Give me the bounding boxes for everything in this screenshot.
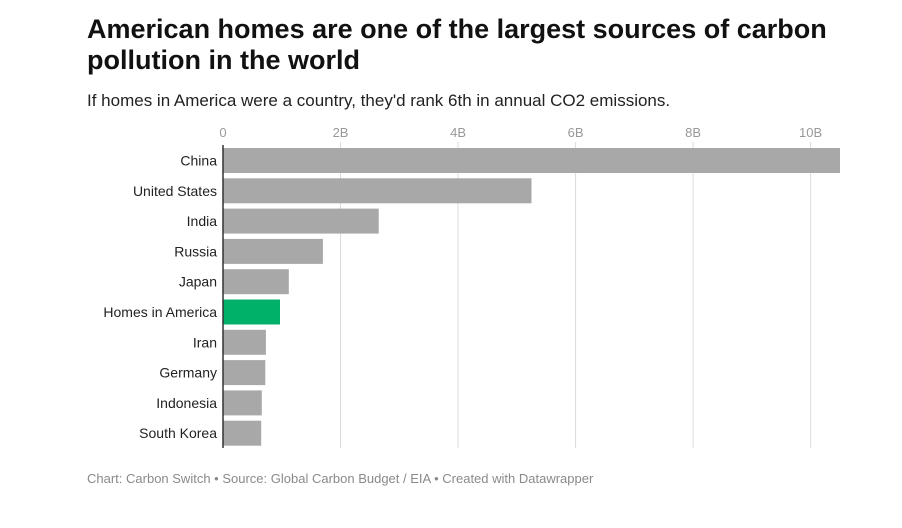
bar [223,360,266,386]
category-label: Japan [179,274,217,290]
footer-separator-2: • [430,471,443,486]
category-label: Homes in America [103,304,217,320]
bar [223,420,262,446]
bars [223,148,840,446]
x-tick-label: 8B [685,125,701,140]
category-label: Indonesia [156,395,217,411]
bar [223,329,266,355]
category-label: Russia [174,243,217,259]
chart-credit: Chart: Carbon Switch [87,471,211,486]
category-label: India [187,213,218,229]
x-tick-label: 6B [568,125,584,140]
chart-title: American homes are one of the largest so… [87,14,827,75]
category-labels: China United States India Russia Japan Homes … [103,153,217,442]
chart-footer: Chart: Carbon Switch • Source: Global Ca… [87,471,593,486]
category-label: United States [133,183,217,199]
x-tick-label: 2B [333,125,349,140]
category-label: South Korea [139,425,217,441]
chart-subtitle: If homes in America were a country, they… [87,91,671,110]
category-label: China [180,153,217,169]
bar [223,390,262,416]
bar [223,208,379,234]
x-axis-ticks: 0 2B 4B 6B 8B 10B [219,125,822,140]
footer-separator-1: • [210,471,223,486]
x-tick-label: 4B [450,125,466,140]
bar-highlighted [223,299,280,325]
x-tick-label: 0 [219,125,226,140]
bar [223,148,840,173]
bar [223,269,289,295]
chart-source: Source: Global Carbon Budget / EIA [222,471,431,486]
bar [223,238,323,264]
category-label: Germany [159,365,217,381]
x-tick-label: 10B [799,125,822,140]
category-label: Iran [193,334,217,350]
chart-tool-credit: Created with Datawrapper [442,471,594,486]
bar [223,178,532,204]
